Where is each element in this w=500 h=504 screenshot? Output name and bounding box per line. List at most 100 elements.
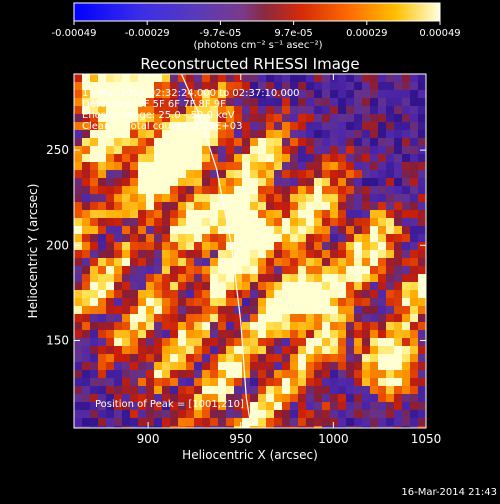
heatmap-cell xyxy=(122,250,131,259)
heatmap-cell xyxy=(82,354,91,363)
heatmap-cell xyxy=(114,410,123,419)
heatmap-cell xyxy=(242,410,251,419)
heatmap-cell xyxy=(106,210,115,219)
heatmap-cell xyxy=(138,82,147,91)
heatmap-cell xyxy=(314,138,323,147)
heatmap-cell xyxy=(114,250,123,259)
heatmap-cell xyxy=(138,122,147,131)
heatmap-cell xyxy=(298,146,307,155)
heatmap-cell xyxy=(178,130,187,139)
heatmap-cell xyxy=(250,370,259,379)
heatmap-cell xyxy=(298,186,307,195)
heatmap-cell xyxy=(146,266,155,275)
heatmap-cell xyxy=(234,154,243,163)
heatmap-cell xyxy=(90,298,99,307)
heatmap-cell xyxy=(186,170,195,179)
heatmap-cell xyxy=(210,258,219,267)
heatmap-cell xyxy=(170,378,179,387)
heatmap-cell xyxy=(338,114,347,123)
heatmap-cell xyxy=(394,194,403,203)
heatmap-cell xyxy=(282,258,291,267)
heatmap-cell xyxy=(410,74,419,83)
heatmap-cell xyxy=(242,202,251,211)
heatmap-cell xyxy=(338,362,347,371)
heatmap-cell xyxy=(386,402,395,411)
heatmap-cell xyxy=(202,130,211,139)
heatmap-cell xyxy=(162,74,171,83)
heatmap-cell xyxy=(338,426,347,428)
heatmap-cell xyxy=(146,410,155,419)
y-axis-label: Heliocentric Y (arcsec) xyxy=(26,184,40,319)
heatmap-cell xyxy=(90,242,99,251)
heatmap-cell xyxy=(354,322,363,331)
heatmap-cell xyxy=(218,202,227,211)
heatmap-cell xyxy=(82,146,91,155)
heatmap-cell xyxy=(282,298,291,307)
heatmap-cell xyxy=(82,386,91,395)
heatmap-cell xyxy=(154,362,163,371)
heatmap-cell xyxy=(258,258,267,267)
heatmap-cell xyxy=(186,266,195,275)
heatmap-cell xyxy=(242,306,251,315)
heatmap-cell xyxy=(226,370,235,379)
heatmap-cell xyxy=(394,354,403,363)
heatmap-cell xyxy=(346,362,355,371)
heatmap-cell xyxy=(210,362,219,371)
heatmap-cell xyxy=(106,178,115,187)
heatmap-cell xyxy=(178,218,187,227)
heatmap-cell xyxy=(322,202,331,211)
heatmap-cell xyxy=(202,250,211,259)
heatmap-cell xyxy=(322,114,331,123)
heatmap-cell xyxy=(258,298,267,307)
heatmap-cell xyxy=(210,226,219,235)
heatmap-cell xyxy=(282,338,291,347)
heatmap-cell xyxy=(234,282,243,291)
heatmap-cell xyxy=(306,402,315,411)
heatmap-cell xyxy=(154,394,163,403)
heatmap-cell xyxy=(378,82,387,91)
heatmap-cell xyxy=(298,378,307,387)
heatmap-cell xyxy=(170,226,179,235)
heatmap-cell xyxy=(82,202,91,211)
heatmap-cell xyxy=(146,378,155,387)
heatmap-cell xyxy=(154,194,163,203)
heatmap-cell xyxy=(202,394,211,403)
heatmap-cell xyxy=(274,178,283,187)
heatmap-cell xyxy=(306,154,315,163)
heatmap-cell xyxy=(218,234,227,243)
heatmap-cell xyxy=(378,218,387,227)
heatmap-cell xyxy=(82,274,91,283)
heatmap-cell xyxy=(354,394,363,403)
heatmap-cell xyxy=(130,138,139,147)
heatmap-cell xyxy=(306,418,315,427)
heatmap-cell xyxy=(338,410,347,419)
heatmap-cell xyxy=(138,194,147,203)
heatmap-cell xyxy=(250,418,259,427)
heatmap-cell xyxy=(418,306,426,315)
colorbar xyxy=(73,2,441,22)
heatmap-cell xyxy=(234,410,243,419)
heatmap-cell xyxy=(402,178,411,187)
heatmap-cell xyxy=(362,410,371,419)
heatmap-cell xyxy=(322,418,331,427)
heatmap-cell xyxy=(394,90,403,99)
heatmap-cell xyxy=(362,90,371,99)
heatmap-cell xyxy=(290,274,299,283)
heatmap-cell xyxy=(362,306,371,315)
heatmap-cell xyxy=(250,410,259,419)
heatmap-cell xyxy=(354,306,363,315)
heatmap-cell xyxy=(402,370,411,379)
heatmap-cell xyxy=(138,362,147,371)
y-tick-label: 150 xyxy=(46,333,69,347)
heatmap-cell xyxy=(314,178,323,187)
heatmap-cell xyxy=(122,74,131,83)
heatmap-cell xyxy=(314,306,323,315)
heatmap-cell xyxy=(386,330,395,339)
heatmap-cell xyxy=(114,242,123,251)
heatmap-cell xyxy=(114,338,123,347)
heatmap-cell xyxy=(154,106,163,115)
heatmap-cell xyxy=(330,154,339,163)
heatmap-cell xyxy=(274,74,283,83)
heatmap-cell xyxy=(282,226,291,235)
heatmap-cell xyxy=(314,346,323,355)
